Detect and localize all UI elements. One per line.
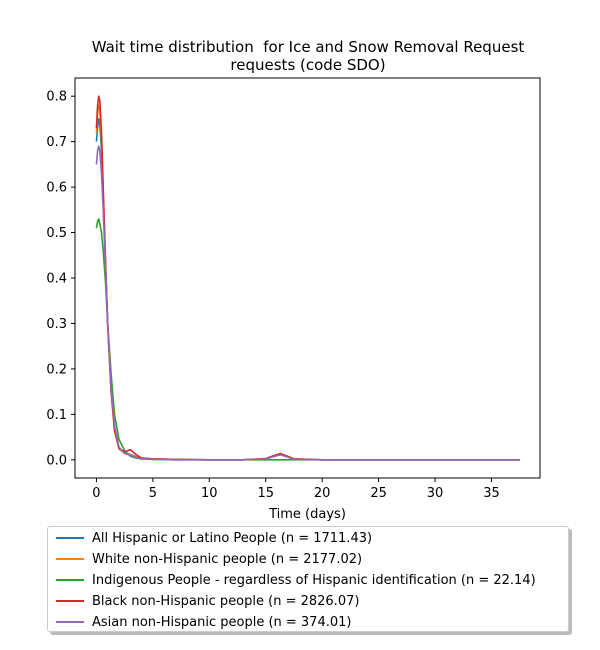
y-tick-label: 0.7 — [46, 135, 67, 150]
legend-label: Black non-Hispanic people (n = 2826.07) — [92, 593, 360, 609]
series-line — [95, 145, 520, 461]
chart-title-line: Wait time distribution for Ice and Snow … — [92, 38, 525, 56]
y-axis-ticks: 0.0 0.1 0.2 0.3 0.4 0.5 0.6 0.7 0.8 — [46, 90, 75, 468]
chart-title: Wait time distribution for Ice and Snow … — [92, 38, 525, 74]
chart: Wait time distribution for Ice and Snow … — [46, 38, 541, 522]
x-axis-ticks: 0 5 10 15 20 25 30 35 — [92, 478, 500, 501]
series-line — [95, 104, 520, 461]
x-tick-label: 25 — [370, 486, 387, 501]
chart-title-line: requests (code SDO) — [230, 56, 385, 74]
series-line — [95, 218, 520, 461]
legend-swatch — [56, 537, 84, 539]
legend: All Hispanic or Latino People (n = 1711.… — [47, 526, 569, 632]
x-tick-label: 35 — [483, 486, 500, 501]
y-tick-label: 0.5 — [46, 226, 67, 241]
y-tick-label: 0.6 — [46, 181, 67, 196]
legend-label: Asian non-Hispanic people (n = 374.01) — [92, 614, 352, 630]
x-tick-label: 20 — [314, 486, 331, 501]
y-tick-label: 0.4 — [46, 272, 67, 287]
legend-swatch — [56, 621, 84, 623]
y-tick-label: 0.1 — [46, 408, 67, 423]
legend-swatch — [56, 600, 84, 602]
legend-entry: Asian non-Hispanic people (n = 374.01) — [56, 612, 351, 632]
legend-entry: Black non-Hispanic people (n = 2826.07) — [56, 591, 359, 611]
axes-frame — [74, 77, 541, 479]
y-tick-label: 0.2 — [46, 362, 67, 377]
x-tick-label: 10 — [201, 486, 218, 501]
x-axis-label: Time (days) — [268, 507, 346, 522]
legend-entry: White non-Hispanic people (n = 2177.02) — [56, 549, 362, 569]
series-line — [95, 118, 520, 461]
legend-label: White non-Hispanic people (n = 2177.02) — [92, 551, 363, 567]
legend-label: Indigenous People - regardless of Hispan… — [92, 572, 536, 588]
y-tick-label: 0.0 — [46, 453, 67, 468]
legend-swatch — [56, 579, 84, 581]
x-tick-label: 5 — [149, 486, 157, 501]
legend-swatch — [56, 558, 84, 560]
x-tick-label: 15 — [257, 486, 274, 501]
x-tick-label: 30 — [427, 486, 444, 501]
legend-entry: Indigenous People - regardless of Hispan… — [56, 570, 536, 590]
y-tick-label: 0.3 — [46, 317, 67, 332]
x-tick-label: 0 — [92, 486, 100, 501]
legend-entry: All Hispanic or Latino People (n = 1711.… — [56, 528, 372, 548]
legend-label: All Hispanic or Latino People (n = 1711.… — [92, 530, 373, 546]
series-layer — [95, 95, 520, 461]
series-line — [95, 95, 520, 461]
y-tick-label: 0.8 — [46, 90, 67, 105]
